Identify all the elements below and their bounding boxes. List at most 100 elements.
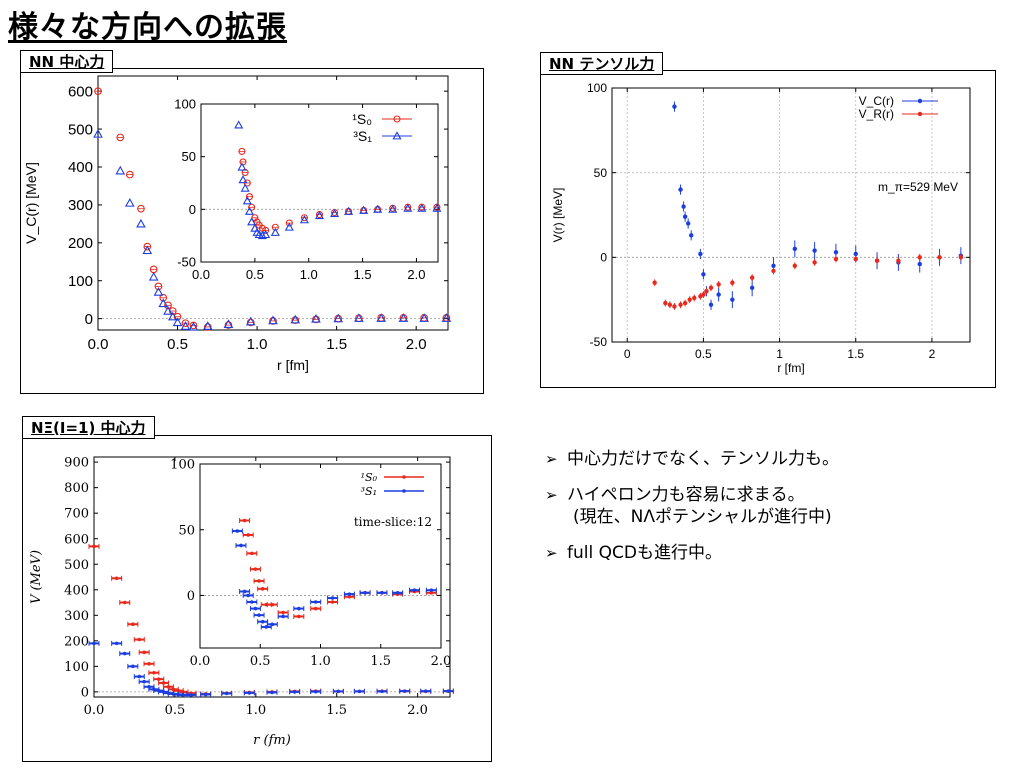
data-point-center <box>253 606 258 611</box>
data-point-center <box>235 529 240 533</box>
data-point <box>172 317 183 327</box>
data-point-center <box>330 600 335 604</box>
bullet-item: ➢ 中心力だけでなく、テンソル力も。 <box>545 448 1015 470</box>
panel-tab-nn-central: NN 中心力 <box>20 50 114 73</box>
bullet-item: ➢ full QCDも進行中。 <box>545 542 1015 564</box>
data-point <box>917 111 923 117</box>
chart-nxi-central: 0.0 0.5 1.0 1.5 2.00100200300400500600700800… <box>29 456 454 748</box>
data-point-center <box>246 533 250 537</box>
data-point <box>392 131 402 140</box>
data-point <box>115 165 126 175</box>
data-point-center <box>270 622 275 627</box>
y-tick-label: 0 <box>187 589 195 604</box>
data-point-center <box>292 690 297 694</box>
bullet-text: ハイペロン力も容易に求まる。 <box>567 485 805 505</box>
data-point-center <box>246 593 250 598</box>
y-tick-label: 200 <box>68 235 93 252</box>
x-axis-label: r (fm) <box>253 733 291 748</box>
x-tick-label: 0.0 <box>192 267 210 282</box>
x-tick-label: 1.5 <box>370 654 391 669</box>
data-point-center <box>423 689 428 693</box>
data-point <box>359 205 369 214</box>
data-point-center <box>250 551 254 556</box>
y-tick-label: 500 <box>64 558 89 573</box>
data-point <box>344 206 354 215</box>
y-tick-label: 300 <box>64 609 89 624</box>
data-point <box>237 162 247 171</box>
data-point-center <box>137 637 142 642</box>
data-point <box>373 204 383 213</box>
legend-label: ³S₁ <box>361 485 377 498</box>
y-tick-label: 0 <box>81 685 89 700</box>
data-point-center <box>446 689 451 693</box>
data-point-center <box>270 690 274 695</box>
data-point-center <box>313 689 318 694</box>
data-point-center <box>189 693 193 697</box>
data-point <box>314 210 325 220</box>
data-point <box>223 319 234 328</box>
data-point-center <box>161 681 166 685</box>
x-tick-label: 1.0 <box>245 703 266 718</box>
x-tick-label: 0.0 <box>88 336 109 353</box>
y-tick-label: 200 <box>64 634 89 649</box>
y-tick-label: 100 <box>170 458 195 473</box>
x-axis-label: r [fm] <box>277 357 309 373</box>
data-point <box>701 292 706 297</box>
x-tick-label: 0.5 <box>165 703 186 718</box>
data-point-center <box>257 579 261 583</box>
data-point <box>330 208 340 217</box>
data-point <box>958 255 964 260</box>
data-point <box>284 222 294 231</box>
x-axis-label: r [fm] <box>777 361 804 375</box>
data-point-center <box>297 614 301 619</box>
data-point <box>311 313 321 323</box>
data-point <box>441 313 452 322</box>
plot-area <box>611 87 971 343</box>
x-tick-label: 2.0 <box>406 336 427 353</box>
data-point <box>250 223 260 232</box>
data-point <box>704 289 709 294</box>
data-point <box>180 321 191 330</box>
bullet-item: ➢ ハイペロン力も容易に求まる。 (現在、NΛポテンシャルが進行中) <box>545 484 1015 528</box>
y-tick-label: 50 <box>182 149 196 164</box>
y-tick-label: 800 <box>64 481 89 496</box>
data-point <box>354 313 364 322</box>
data-point <box>672 104 677 109</box>
data-point <box>257 230 267 240</box>
data-point <box>917 261 922 267</box>
data-point <box>234 120 244 129</box>
data-point <box>853 256 858 262</box>
x-tick-label: 0.5 <box>250 654 271 669</box>
data-point <box>716 292 721 297</box>
data-point <box>917 98 923 104</box>
panel-tab-nxi-central: NΞ(I=1) 中心力 <box>22 416 155 439</box>
data-point <box>730 280 735 285</box>
data-point <box>238 175 248 184</box>
data-point <box>678 187 683 192</box>
data-point <box>833 250 839 255</box>
data-point-center <box>142 650 146 655</box>
data-point <box>188 321 199 331</box>
data-point <box>388 204 398 213</box>
data-point <box>124 197 135 207</box>
legend-marker <box>402 475 406 479</box>
data-point <box>247 217 257 226</box>
data-point-center <box>297 606 301 611</box>
data-point <box>142 245 153 255</box>
y-tick-label: 600 <box>64 532 89 547</box>
data-point-center <box>257 613 261 617</box>
panel-tab-nn-tensor: NN テンソル力 <box>540 52 664 75</box>
data-point <box>853 251 858 257</box>
data-point <box>874 258 880 263</box>
data-point <box>716 282 721 287</box>
data-point-center <box>122 651 127 656</box>
data-point-center <box>313 600 318 604</box>
legend-label: ¹S₀ <box>361 471 378 484</box>
legend-label: V_C(r) <box>859 94 894 108</box>
data-point <box>167 311 178 321</box>
data-point <box>299 215 309 224</box>
data-point-center <box>114 576 119 581</box>
data-point <box>687 297 692 302</box>
x-tick-label: 1.5 <box>326 703 347 718</box>
